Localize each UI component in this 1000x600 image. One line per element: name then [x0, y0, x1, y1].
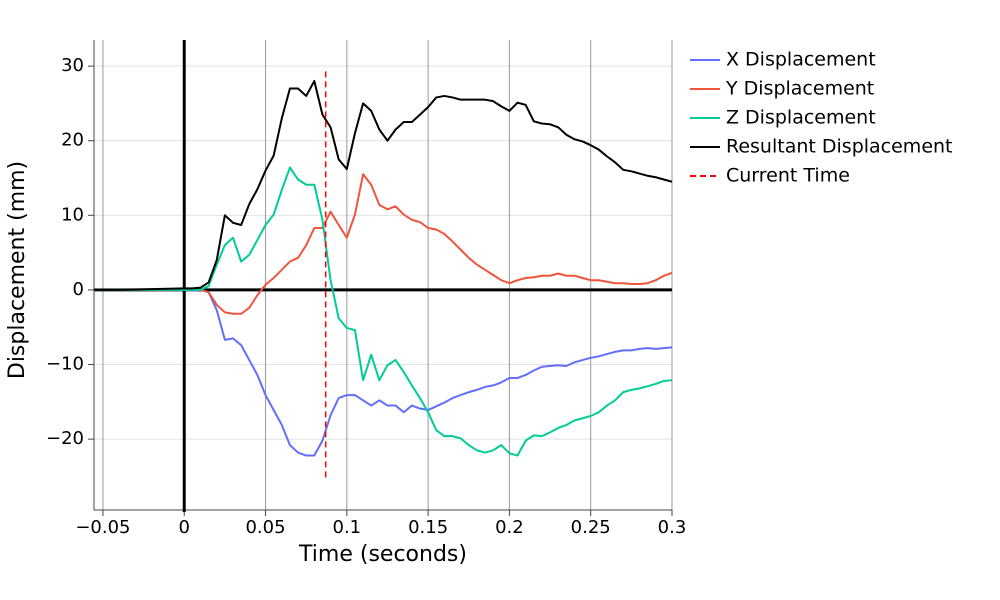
x-tick-label: 0.05	[245, 517, 285, 538]
series-line	[94, 166, 673, 457]
legend-label: X Displacement	[726, 49, 876, 71]
y-tick-label: −20	[46, 428, 84, 449]
x-axis-title: Time (seconds)	[298, 542, 467, 567]
legend-label: Z Displacement	[726, 107, 876, 129]
y-tick-label: 20	[61, 130, 84, 151]
x-tick-label: 0.15	[408, 517, 448, 538]
y-tick-label: 0	[73, 279, 84, 300]
series-line	[94, 80, 673, 291]
x-tick-label: 0.25	[571, 517, 611, 538]
x-tick-label: 0.3	[658, 517, 687, 538]
legend-label: Resultant Displacement	[726, 136, 953, 158]
y-tick-label: −10	[46, 354, 84, 375]
x-tick-label: 0	[179, 517, 190, 538]
series-line	[94, 173, 673, 315]
y-axis-title: Displacement (mm)	[5, 161, 30, 379]
x-tick-label: 0.1	[333, 517, 362, 538]
x-tick-label: −0.05	[75, 517, 130, 538]
x-tick-label: 0.2	[495, 517, 524, 538]
legend-label: Current Time	[726, 165, 850, 187]
series-line	[94, 288, 673, 457]
legend-label: Y Displacement	[725, 78, 874, 100]
y-tick-label: 10	[61, 204, 84, 225]
y-tick-label: 30	[61, 55, 84, 76]
